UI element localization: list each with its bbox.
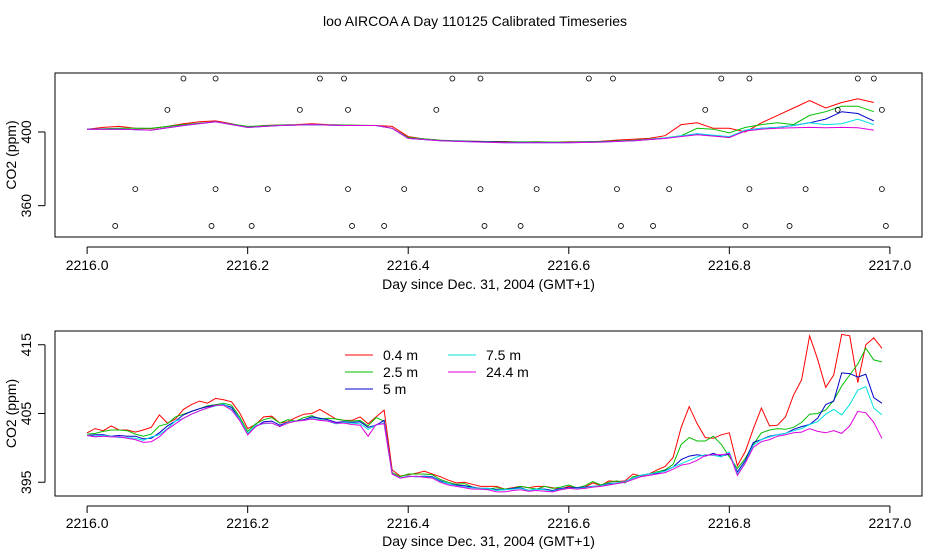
x-tick-label: 2216.6 xyxy=(547,257,590,273)
marker-point xyxy=(341,75,347,82)
y-axis-label: CO2 (ppm) xyxy=(3,379,19,448)
x-axis-label: Day since Dec. 31, 2004 (GMT+1) xyxy=(382,533,595,549)
x-tick-label: 2217.0 xyxy=(868,515,911,531)
legend-label: 24.4 m xyxy=(486,364,529,380)
figure-title: loo AIRCOA A Day 110125 Calibrated Times… xyxy=(323,13,627,29)
marker-point xyxy=(870,75,877,82)
marker-point xyxy=(180,75,187,82)
marker-point xyxy=(164,106,171,113)
x-tick-label: 2216.2 xyxy=(226,257,269,273)
marker-point xyxy=(802,186,809,192)
series-line-0-4-m xyxy=(86,333,883,490)
marker-point xyxy=(618,223,624,229)
legend-label: 7.5 m xyxy=(486,347,521,363)
marker-point xyxy=(666,186,673,192)
y-tick-label: 415 xyxy=(18,333,34,357)
marker-point xyxy=(834,106,841,113)
marker-point xyxy=(882,223,889,229)
x-tick-label: 2217.0 xyxy=(868,257,911,273)
marker-point xyxy=(614,186,620,192)
x-axis-label: Day since Dec. 31, 2004 (GMT+1) xyxy=(382,276,595,292)
legend: 0.4 m2.5 m5 m 7.5 m24.4 m xyxy=(345,347,529,397)
marker-point xyxy=(517,223,524,229)
marker-point xyxy=(345,106,351,113)
legend-label: 5 m xyxy=(383,381,406,397)
marker-point xyxy=(449,75,456,82)
y-tick-label: 360 xyxy=(18,194,34,218)
y-tick-label: 405 xyxy=(18,402,34,426)
marker-point xyxy=(878,106,885,113)
series-line-24-4-m xyxy=(87,404,883,493)
x-tick-label: 2216.0 xyxy=(66,257,109,273)
marker-point xyxy=(718,75,725,82)
marker-point xyxy=(650,223,656,229)
x-tick-label: 2216.4 xyxy=(387,515,430,531)
x-tick-label: 2216.0 xyxy=(66,515,109,531)
marker-point xyxy=(317,75,323,82)
marker-point xyxy=(112,223,119,229)
x-tick-label: 2216.2 xyxy=(226,515,269,531)
series-line-24-4-m xyxy=(87,121,874,144)
marker-point xyxy=(854,75,861,82)
marker-point xyxy=(433,106,440,113)
marker-point xyxy=(212,75,219,82)
x-tick-label: 2216.8 xyxy=(708,515,751,531)
marker-point xyxy=(381,223,388,229)
marker-point xyxy=(296,106,303,113)
marker-point xyxy=(248,223,255,229)
marker-point xyxy=(533,186,540,192)
marker-point xyxy=(610,75,616,82)
marker-point xyxy=(878,186,885,192)
y-axis-label: CO2 (ppm) xyxy=(3,120,19,189)
top-panel: 2216.0 2216.2 2216.4 2216.6 2216.8 2217.0 360 4… xyxy=(3,72,923,292)
marker-point xyxy=(208,223,215,229)
marker-point xyxy=(345,186,351,192)
marker-point xyxy=(585,75,592,82)
x-tick-label: 2216.6 xyxy=(547,515,590,531)
plot-frame xyxy=(54,330,923,497)
marker-point xyxy=(786,223,793,229)
legend-label: 0.4 m xyxy=(383,347,418,363)
bottom-panel: 2216.0 2216.2 2216.4 2216.6 2216.8 2217.0 395 4… xyxy=(3,330,923,549)
y-tick-label: 395 xyxy=(18,470,34,494)
marker-point xyxy=(742,223,749,229)
x-tick-label: 2216.8 xyxy=(708,257,751,273)
x-tick-label: 2216.4 xyxy=(387,257,430,273)
legend-label: 2.5 m xyxy=(383,364,418,380)
marker-point xyxy=(746,75,753,82)
marker-point xyxy=(481,223,488,229)
marker-point xyxy=(264,186,271,192)
marker-point xyxy=(132,186,139,192)
marker-point xyxy=(212,186,219,192)
plot-frame xyxy=(54,72,923,238)
marker-point xyxy=(477,75,484,82)
marker-point xyxy=(401,186,408,192)
marker-point xyxy=(746,186,753,192)
marker-point xyxy=(477,186,484,192)
y-tick-label: 400 xyxy=(18,120,34,144)
marker-point xyxy=(702,106,709,113)
marker-point xyxy=(349,223,355,229)
